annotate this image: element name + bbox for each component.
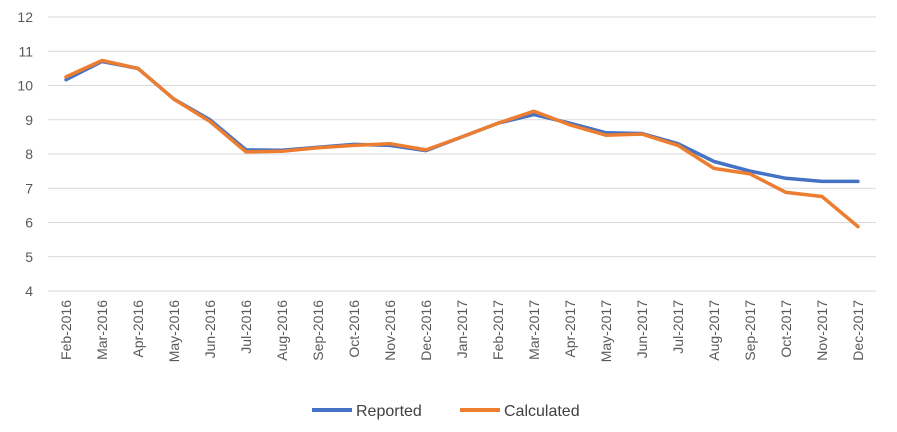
y-tick-label: 4: [25, 283, 33, 299]
x-tick-label: Sep-2017: [742, 300, 758, 361]
y-tick-label: 8: [25, 146, 33, 162]
series-line-reported: [64, 59, 860, 184]
legend-label-reported: Reported: [356, 403, 422, 420]
x-tick-label: Jun-2017: [634, 300, 650, 359]
x-tick-label: Jul-2016: [238, 300, 254, 354]
x-tick-label: Oct-2017: [778, 300, 794, 358]
x-tick-label: May-2017: [598, 300, 614, 362]
y-tick-label: 9: [25, 112, 33, 128]
x-tick-label: Mar-2016: [94, 300, 110, 360]
x-tick-label: Jan-2017: [454, 300, 470, 359]
x-tick-label: Aug-2016: [274, 300, 290, 361]
legend: Reported Calculated: [312, 403, 580, 420]
gridlines: [48, 16, 876, 292]
y-tick-label: 6: [25, 215, 33, 231]
series-lines: [64, 58, 860, 229]
y-tick-label: 10: [17, 78, 33, 94]
y-tick-label: 7: [25, 180, 33, 196]
x-tick-label: Feb-2017: [490, 300, 506, 360]
x-tick-label: Mar-2017: [526, 300, 542, 360]
x-tick-label: Nov-2016: [382, 300, 398, 361]
y-tick-label: 5: [25, 249, 33, 265]
x-tick-label: Jun-2016: [202, 300, 218, 359]
x-axis-ticks: Feb-2016 Mar-2016 Apr-2016 May-2016 Jun-2016…: [58, 300, 866, 362]
x-tick-label: Feb-2016: [58, 300, 74, 360]
x-tick-label: Dec-2017: [850, 300, 866, 361]
x-tick-label: Dec-2016: [418, 300, 434, 361]
x-tick-label: Apr-2017: [562, 300, 578, 358]
legend-label-calculated: Calculated: [504, 403, 580, 420]
y-tick-label: 11: [18, 43, 33, 59]
y-axis-ticks: 4 5 6 7 8 9 10 11 12: [17, 9, 33, 299]
x-tick-label: Apr-2016: [130, 300, 146, 358]
x-tick-label: Sep-2016: [310, 300, 326, 361]
x-tick-label: May-2016: [166, 300, 182, 362]
y-tick-label: 12: [17, 9, 33, 25]
x-tick-label: Oct-2016: [346, 300, 362, 358]
x-tick-label: Jul-2017: [670, 300, 686, 354]
x-tick-label: Nov-2017: [814, 300, 830, 361]
x-tick-label: Aug-2017: [706, 300, 722, 361]
